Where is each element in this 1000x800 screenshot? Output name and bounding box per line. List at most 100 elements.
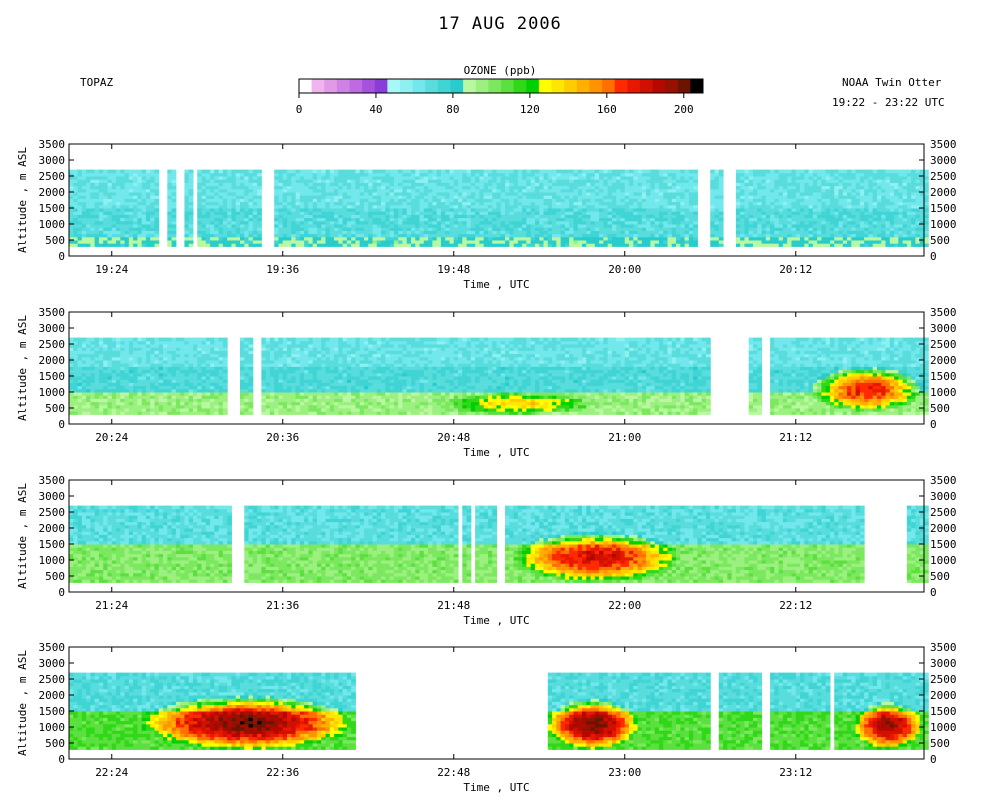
heatmap-cell [107, 385, 113, 390]
heatmap-cell [500, 211, 506, 215]
y-tick-label-left: 0 [58, 250, 65, 263]
heatmap-cell [81, 347, 87, 351]
heatmap-cell [197, 220, 203, 225]
heatmap-cell [552, 230, 557, 235]
heatmap-cell [744, 214, 750, 219]
heatmap-cell [765, 208, 771, 212]
heatmap-cell [911, 204, 916, 209]
heatmap-cell [282, 230, 288, 235]
heatmap-cell [500, 176, 506, 180]
x-tick-label: 19:24 [95, 263, 128, 276]
heatmap-cell [834, 227, 839, 231]
heatmap-cell [334, 224, 339, 228]
heatmap-cell [167, 185, 173, 190]
heatmap-cell [475, 220, 480, 225]
heatmap-cell [329, 195, 335, 199]
heatmap-cell [133, 179, 138, 183]
heatmap-cell [188, 195, 194, 199]
heatmap-cell [924, 230, 929, 235]
heatmap-cell [167, 217, 173, 222]
heatmap-cell [735, 240, 741, 244]
heatmap-cell [359, 201, 365, 206]
heatmap-cell [710, 243, 716, 247]
heatmap-cell [81, 340, 87, 345]
heatmap-cell [483, 217, 489, 222]
heatmap-cell [69, 211, 74, 215]
heatmap-cell [69, 356, 74, 361]
heatmap-cell [804, 208, 810, 212]
heatmap-cell [188, 227, 194, 231]
heatmap-cell [543, 204, 549, 209]
heatmap-cell [667, 220, 673, 225]
heatmap-cell [351, 208, 356, 212]
heatmap-cell [287, 172, 292, 177]
heatmap-cell [624, 214, 630, 219]
heatmap-cell [526, 198, 532, 203]
heatmap-cell [522, 217, 527, 222]
heatmap-cell [577, 230, 583, 235]
heatmap-cell [594, 220, 600, 225]
heatmap-cell [86, 366, 91, 371]
heatmap-cell [804, 204, 810, 209]
heatmap-cell [111, 220, 117, 225]
heatmap-cell [740, 230, 745, 235]
heatmap-cell [372, 201, 378, 206]
heatmap-cell [381, 233, 386, 238]
heatmap-cell [282, 172, 288, 177]
heatmap-cell [543, 233, 549, 238]
heatmap-cell [342, 188, 348, 193]
heatmap-cell [90, 220, 96, 225]
heatmap-cell [137, 392, 143, 396]
heatmap-cell [770, 201, 775, 206]
heatmap-cell [436, 204, 442, 209]
heatmap-cell [522, 240, 527, 244]
heatmap-cell [205, 211, 211, 215]
heatmap-cell [406, 220, 412, 225]
heatmap-cell [240, 176, 245, 180]
heatmap-cell [594, 182, 600, 187]
heatmap-cell [419, 198, 425, 203]
heatmap-cell [107, 240, 113, 244]
heatmap-cell [411, 217, 416, 222]
heatmap-cell [859, 179, 865, 183]
heatmap-cell [629, 240, 634, 244]
heatmap-cell [654, 195, 660, 199]
heatmap-cell [761, 224, 767, 228]
heatmap-cell [778, 198, 784, 203]
heatmap-cell [663, 217, 668, 222]
heatmap-cell [577, 227, 583, 231]
heatmap-cell [133, 356, 138, 361]
heatmap-cell [688, 192, 694, 196]
heatmap-cell [86, 211, 91, 215]
heatmap-cell [761, 201, 767, 206]
heatmap-cell [603, 195, 609, 199]
heatmap-cell [103, 360, 108, 364]
heatmap-cell [586, 214, 592, 219]
heatmap-cell [73, 169, 79, 174]
heatmap-cell [171, 211, 177, 215]
heatmap-cell [308, 208, 314, 212]
heatmap-cell [423, 198, 429, 203]
heatmap-cell [308, 214, 314, 219]
heatmap-cell [94, 388, 100, 393]
heatmap-cell [445, 198, 450, 203]
heatmap-cell [154, 188, 160, 193]
heatmap-cell [556, 169, 562, 174]
heatmap-cell [86, 195, 91, 199]
heatmap-cell [641, 236, 647, 241]
heatmap-cell [774, 204, 780, 209]
heatmap-cell [432, 192, 438, 196]
heatmap-cell [133, 230, 138, 235]
heatmap-cell [492, 217, 497, 222]
heatmap-cell [466, 192, 472, 196]
heatmap-cell [346, 179, 352, 183]
heatmap-cell [654, 198, 660, 203]
heatmap-cell [915, 243, 921, 247]
colorbar-swatch [602, 79, 616, 93]
heatmap-cell [86, 408, 91, 412]
heatmap-cell [577, 201, 583, 206]
heatmap-cell [77, 411, 83, 415]
heatmap-cell [658, 240, 664, 244]
heatmap-cell [69, 408, 74, 412]
heatmap-cell [381, 195, 386, 199]
